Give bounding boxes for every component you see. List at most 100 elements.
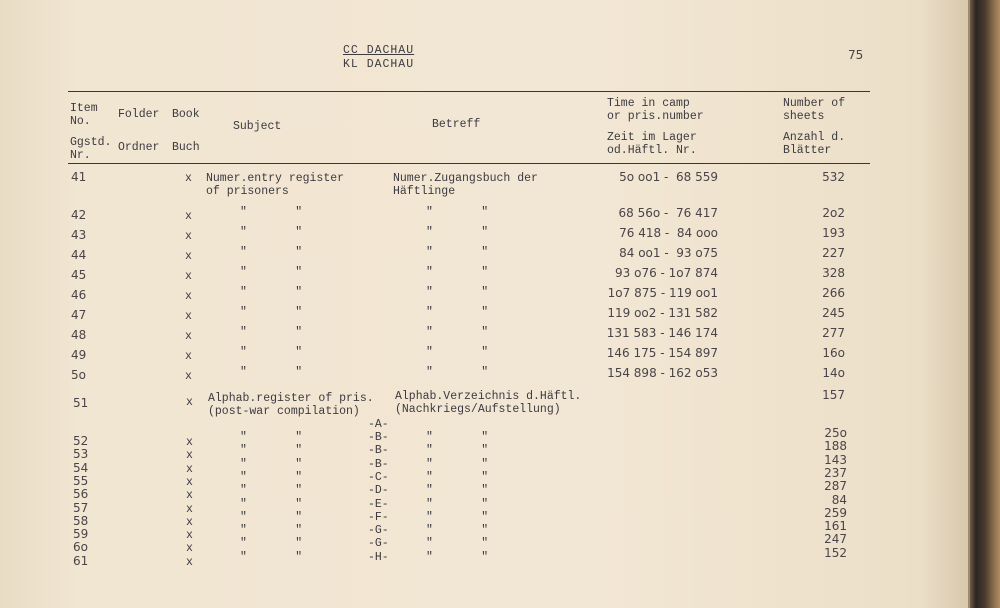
- item-number: 47: [71, 308, 87, 322]
- subject-ditto: " ": [240, 497, 303, 511]
- sheet-count: 287: [824, 479, 847, 494]
- item-number: 61: [73, 553, 89, 568]
- subject-ditto: " ": [240, 537, 303, 551]
- item-number: 44: [71, 248, 87, 262]
- alphabet-letter: -C-: [368, 470, 389, 484]
- item-number: 57: [73, 500, 89, 515]
- book-mark: x: [186, 475, 193, 489]
- subject-ditto: " ": [240, 246, 303, 259]
- item-number: 51: [73, 396, 89, 410]
- betreff-text: Numer.Zugangsbuch der Häftlinge: [393, 172, 538, 198]
- book-mark: x: [185, 172, 192, 185]
- sheet-count: 245: [822, 306, 845, 320]
- betreff-ditto: " ": [426, 366, 489, 379]
- alphabet-letter: -D-: [368, 484, 389, 498]
- sheet-count: 16o: [822, 346, 845, 360]
- betreff-ditto: " ": [426, 206, 489, 219]
- betreff-ditto: " ": [426, 510, 489, 524]
- alphabet-letter: -B-: [368, 444, 389, 458]
- betreff-ditto: " ": [426, 457, 489, 471]
- book-mark: x: [186, 555, 193, 569]
- book-mark: x: [186, 489, 193, 503]
- subject-ditto: " ": [240, 206, 303, 219]
- sheet-count: 237: [824, 465, 847, 480]
- subject-text: Numer.entry register of prisoners: [206, 172, 345, 198]
- item-number: 42: [71, 208, 87, 222]
- title-line-1: CC DACHAU: [343, 44, 415, 57]
- item-number: 41: [71, 170, 87, 184]
- book-mark: x: [185, 250, 192, 263]
- subject-ditto: " ": [240, 524, 303, 538]
- subject-ditto: " ": [240, 550, 303, 564]
- alphabet-letter: -B-: [368, 431, 389, 444]
- col-time-de: Zeit im Lager od.Häftl. Nr.: [607, 131, 697, 157]
- betreff-ditto: " ": [426, 306, 489, 319]
- betreff-ditto: " ": [426, 226, 489, 239]
- sheet-count: 2o2: [822, 206, 845, 220]
- book-mark: x: [185, 210, 192, 223]
- betreff-ditto: " ": [426, 326, 489, 339]
- prisoner-number-range: 1o7 875 - 119 oo1: [607, 286, 718, 300]
- prisoner-number-range: 131 583 - 146 174: [606, 326, 718, 340]
- subject-ditto: " ": [240, 444, 303, 458]
- book-mark: x: [185, 270, 192, 283]
- subject-ditto: " ": [240, 366, 303, 379]
- item-number: 56: [73, 487, 89, 502]
- book-mark: x: [186, 462, 193, 476]
- book-mark: x: [185, 310, 192, 323]
- item-number: 54: [73, 460, 89, 475]
- title-line-2: KL DACHAU: [343, 58, 415, 71]
- alphabet-letter: -G-: [368, 524, 389, 538]
- betreff-ditto: " ": [426, 346, 489, 359]
- item-number: 52: [73, 434, 89, 448]
- item-number: 48: [71, 328, 87, 342]
- prisoner-number-range: 84 oo1 - 93 o75: [619, 246, 718, 260]
- sheet-count: 188: [824, 439, 847, 454]
- sheet-count: 227: [822, 246, 845, 260]
- item-number: 55: [73, 473, 89, 488]
- book-mark: x: [186, 449, 193, 463]
- col-sheets-de: Anzahl d. Blätter: [783, 131, 846, 157]
- item-number: 5o: [71, 368, 86, 382]
- sheet-count: 277: [822, 326, 845, 340]
- betreff-ditto: " ": [426, 286, 489, 299]
- betreff-ditto: " ": [426, 444, 489, 458]
- betreff-ditto: " ": [426, 266, 489, 279]
- sheet-count: 259: [824, 505, 847, 520]
- alphabet-letter: -A-: [368, 418, 389, 431]
- sheet-count: 25o: [824, 426, 847, 440]
- subject-ditto: " ": [240, 306, 303, 319]
- book-mark: x: [185, 330, 192, 343]
- book-binding: [970, 0, 1000, 608]
- col-folder-de: Ordner: [118, 141, 160, 154]
- alphabet-letter: -F-: [368, 510, 389, 524]
- sheet-count: 328: [822, 266, 845, 280]
- betreff-text: Alphab.Verzeichnis d.Häftl. (Nachkriegs/…: [395, 390, 582, 416]
- prisoner-number-range: 119 oo2 - 131 582: [607, 306, 718, 320]
- item-number: 6o: [73, 540, 88, 555]
- book-mark: x: [186, 502, 193, 516]
- col-item-en: Item No.: [70, 102, 98, 128]
- prisoner-number-range: 5o oo1 - 68 559: [619, 170, 718, 184]
- sheet-count: 266: [822, 286, 845, 300]
- item-number: 53: [73, 447, 89, 462]
- col-book-de: Buch: [172, 141, 200, 154]
- sheet-count: 532: [822, 170, 845, 184]
- page-number: 75: [848, 48, 864, 62]
- item-number: 49: [71, 348, 87, 362]
- subject-ditto: " ": [240, 431, 303, 444]
- sheet-count: 152: [824, 545, 847, 560]
- betreff-ditto: " ": [426, 550, 489, 564]
- betreff-ditto: " ": [426, 470, 489, 484]
- col-subject: Subject: [233, 120, 282, 133]
- subject-ditto: " ": [240, 326, 303, 339]
- book-mark: x: [185, 290, 192, 303]
- col-folder-en: Folder: [118, 108, 160, 121]
- subject-ditto: " ": [240, 470, 303, 484]
- betreff-ditto: " ": [426, 524, 489, 538]
- sheet-count: 161: [824, 519, 847, 534]
- book-mark: x: [185, 370, 192, 383]
- subject-ditto: " ": [240, 484, 303, 498]
- book-mark: x: [186, 515, 193, 529]
- subject-ditto: " ": [240, 457, 303, 471]
